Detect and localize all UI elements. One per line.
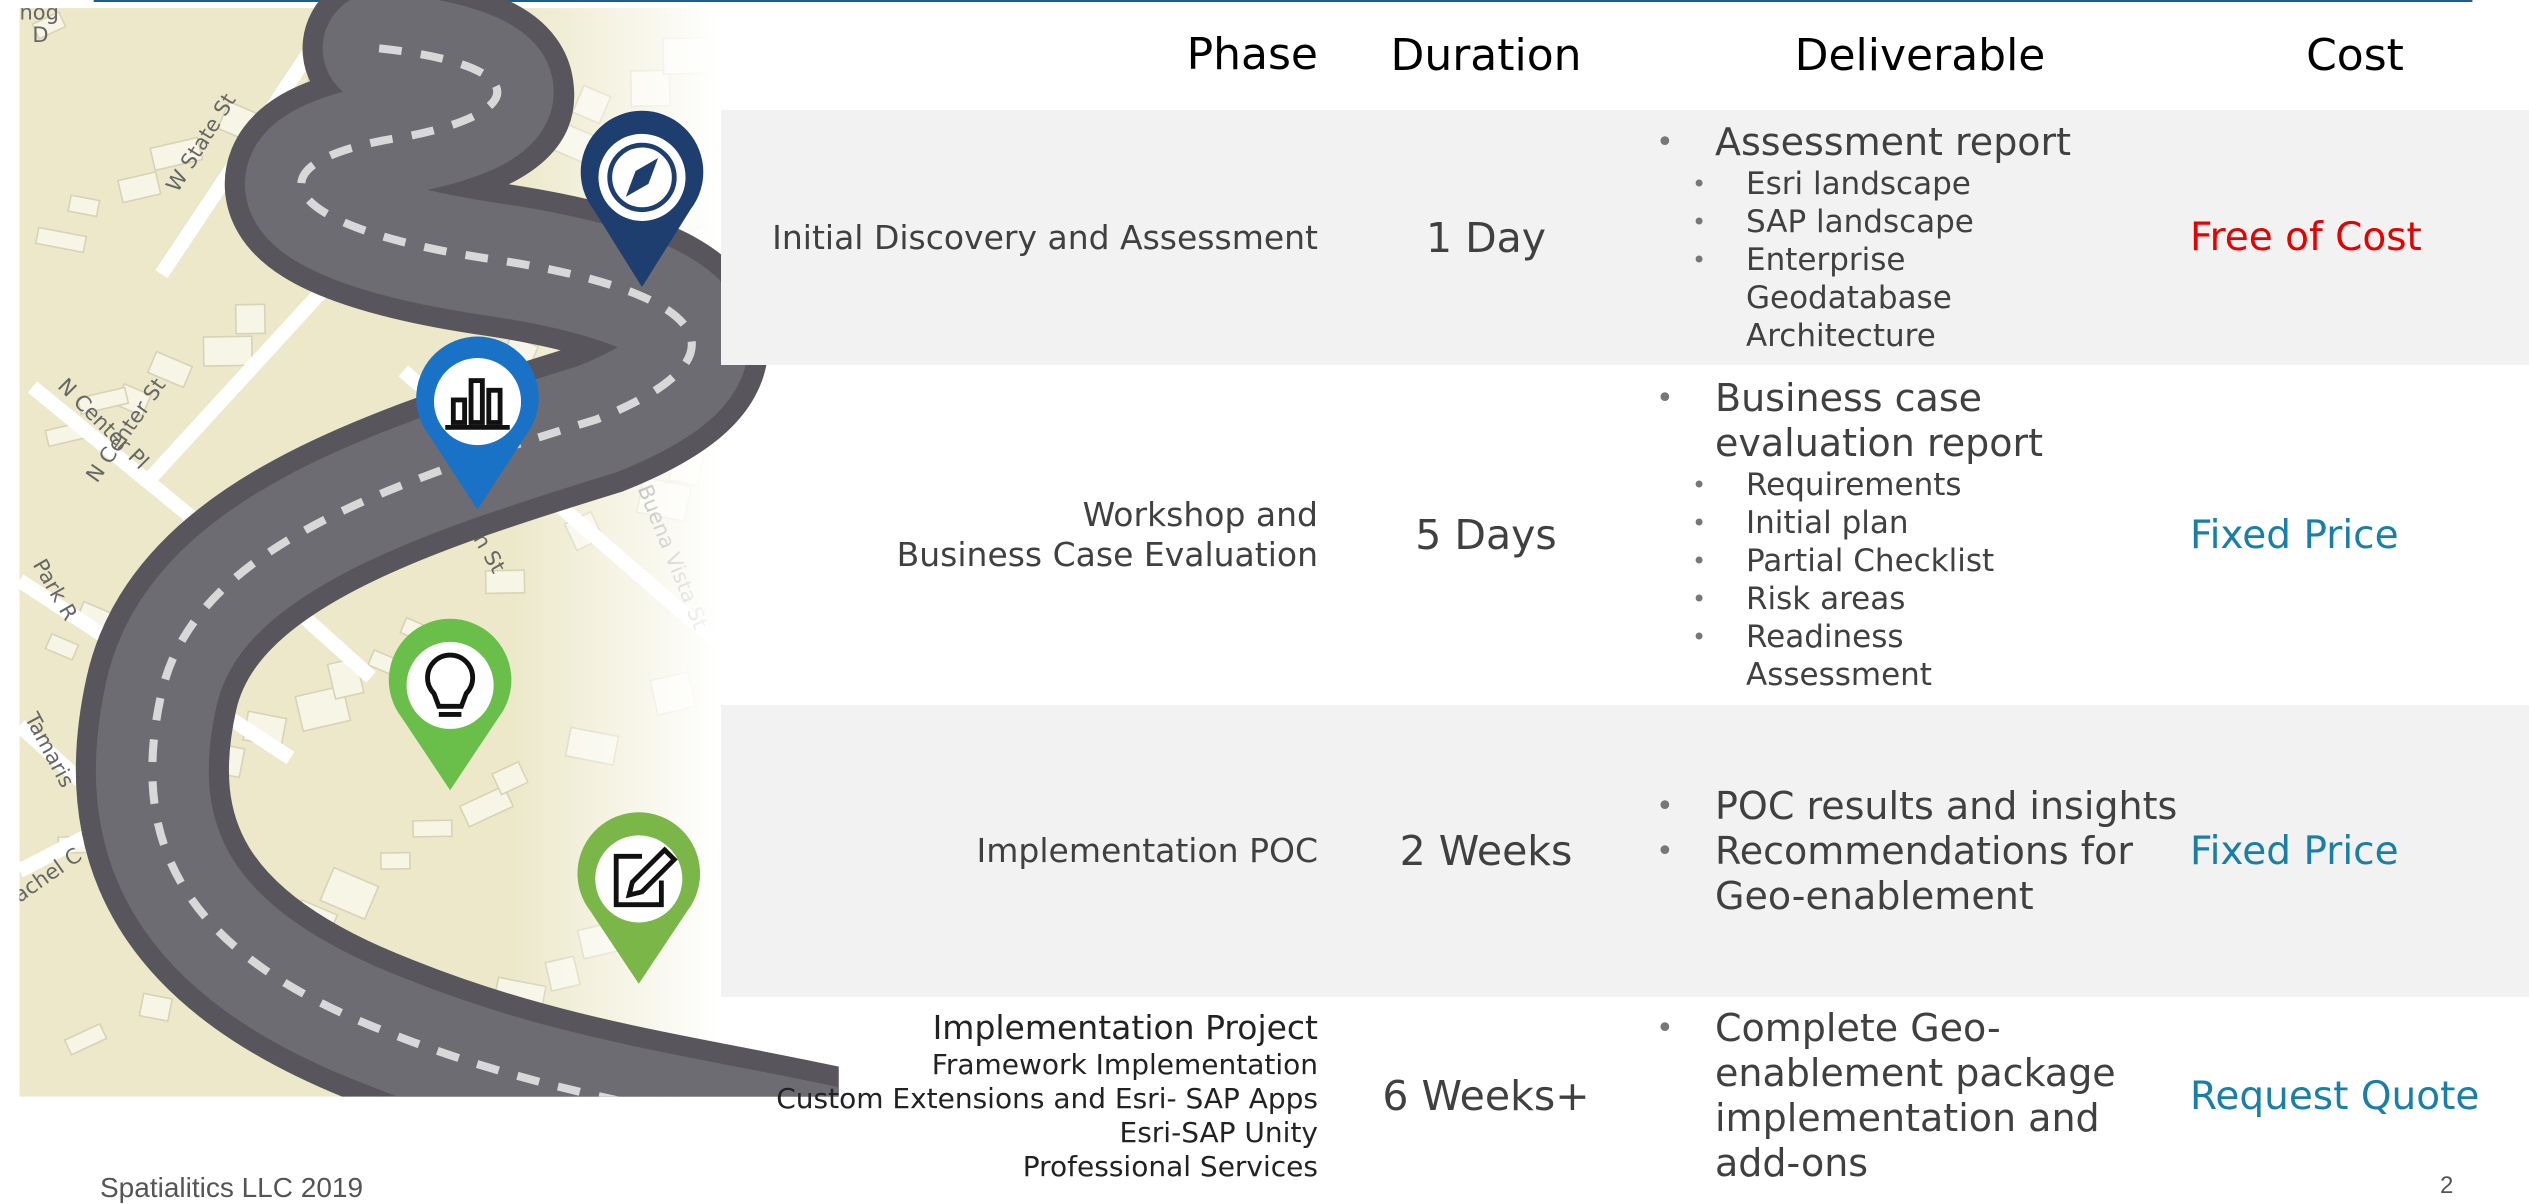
phase-line: Business Case Evaluation <box>896 535 1318 574</box>
deliverable-item: SAP landscape <box>1690 203 2076 241</box>
pin-compass <box>580 110 704 288</box>
deliverable-item: Partial Checklist <box>1690 542 2076 580</box>
row-band <box>721 110 2529 365</box>
table-row: Implementation Project Framework Implemen… <box>0 997 2529 1195</box>
deliverables: Business case evaluation reportRequireme… <box>1650 365 2190 705</box>
phase-cell: Implementation Project Framework Implemen… <box>690 997 1318 1195</box>
deliverables: Complete Geo-enablement package implemen… <box>1650 997 2190 1195</box>
duration: 5 Days <box>1415 511 1557 559</box>
phase-line: Professional Services <box>1022 1150 1318 1183</box>
road-centerline <box>148 44 696 1097</box>
phase-line: Custom Extensions and Esri- SAP Apps <box>776 1082 1318 1115</box>
cost: Fixed Price <box>2190 512 2399 558</box>
deliverables: Assessment reportEsri landscapeSAP lands… <box>1650 110 2190 365</box>
deliverable-item: Requirements <box>1690 466 2076 504</box>
building <box>44 632 80 662</box>
page-number: 2 <box>2440 1172 2454 1199</box>
phase-line: Implementation Project <box>932 1008 1318 1047</box>
building <box>662 37 713 75</box>
cost: Fixed Price <box>2190 828 2399 874</box>
phase-line: Esri-SAP Unity <box>1119 1116 1318 1149</box>
pin-chart <box>416 336 539 510</box>
pin-bulb <box>388 618 512 791</box>
column-header: Cost <box>2306 29 2404 81</box>
building <box>484 569 526 595</box>
duration: 2 Weeks <box>1399 827 1573 875</box>
phase-cell: Implementation POC <box>690 705 1318 997</box>
phase-line: Initial Discovery and Assessment <box>772 217 1318 257</box>
building <box>319 866 380 921</box>
row-band <box>721 705 2529 997</box>
pin-edit <box>577 812 701 984</box>
column-header: Phase <box>1186 29 1318 80</box>
table-row: Workshop and Business Case Evaluation 5 Da… <box>0 365 2529 705</box>
column-header: Duration <box>1390 29 1582 81</box>
phase-line: Workshop and <box>1082 495 1318 534</box>
deliverable: Business case evaluation report <box>1650 376 2185 466</box>
phase-line: Framework Implementation <box>931 1048 1318 1081</box>
building <box>458 784 515 828</box>
deliverable: Complete Geo-enablement package implemen… <box>1650 1006 2185 1186</box>
building <box>149 136 204 172</box>
street-label: D <box>32 23 48 47</box>
building <box>629 69 671 108</box>
building <box>412 819 453 838</box>
phase-cell: Initial Discovery and Assessment <box>690 110 1318 365</box>
cost: Free of Cost <box>2190 215 2422 260</box>
building <box>31 10 67 40</box>
cost: Request Quote <box>2190 1073 2480 1119</box>
deliverables: POC results and insightsRecommendations … <box>1650 705 2190 997</box>
phase-cell: Workshop and Business Case Evaluation <box>690 365 1318 705</box>
table-row: Implementation POC 2 Weeks POC results and… <box>0 705 2529 997</box>
building <box>63 1022 108 1056</box>
building <box>379 851 411 871</box>
deliverable: Assessment report <box>1650 120 2185 165</box>
table-row: Initial Discovery and Assessment 1 Day Ass… <box>0 110 2529 365</box>
duration: 6 Weeks+ <box>1382 1072 1590 1120</box>
building <box>116 170 162 204</box>
deliverable: Recommendations for Geo-enablement <box>1650 829 2185 919</box>
street-label: nog <box>20 0 59 24</box>
deliverable-item: Risk areas <box>1690 580 2076 618</box>
building <box>649 670 697 717</box>
deliverable-item: Readiness Assessment <box>1690 618 2076 694</box>
building <box>146 350 194 389</box>
building <box>635 476 693 523</box>
building <box>571 84 612 125</box>
building <box>564 726 620 766</box>
deliverable-item: Enterprise Geodatabase Architecture <box>1690 241 2076 355</box>
deliverable-item: Esri landscape <box>1690 165 2076 203</box>
building <box>202 335 254 367</box>
phase-line: Implementation POC <box>976 831 1318 870</box>
building <box>544 955 582 993</box>
building <box>234 303 266 335</box>
header-row: Phase Duration Deliverable Cost <box>0 0 2529 110</box>
building <box>76 386 130 416</box>
duration: 1 Day <box>1425 213 1547 262</box>
building <box>138 992 174 1023</box>
column-header: Deliverable <box>1794 29 2046 81</box>
deliverable: POC results and insights <box>1650 784 2185 829</box>
building <box>34 226 88 254</box>
road <box>75 0 839 1097</box>
deliverable-item: Initial plan <box>1690 504 2076 542</box>
building <box>67 194 101 218</box>
building <box>490 760 529 796</box>
footer-company: Spatialitics LLC 2019 <box>100 1172 364 1203</box>
